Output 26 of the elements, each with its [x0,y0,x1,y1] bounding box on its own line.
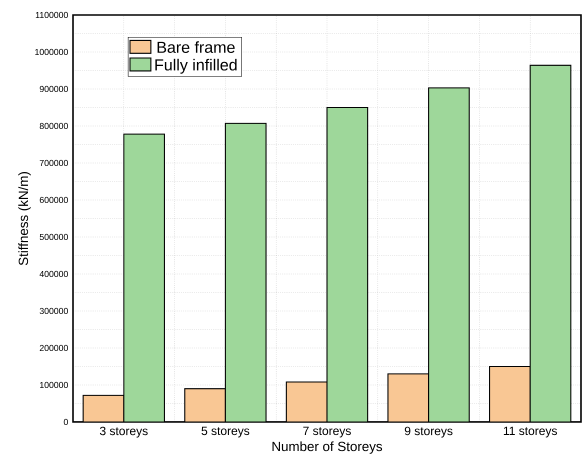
bar [82,394,124,422]
x-tick-label: 3 storeys [100,426,148,438]
x-tick-label: 5 storeys [202,426,250,438]
y-tick-label: 100000 [40,382,68,388]
legend-label: Bare frame [158,41,235,53]
x-tick-label: 7 storeys [303,426,351,438]
bar [184,388,226,422]
legend-label: Fully infilled [155,58,237,74]
y-tick-label: 1000000 [35,48,68,56]
bar [489,366,531,422]
y-axis-title: Stiffness (kN/m) [18,172,31,266]
y-tick-label: 500000 [40,234,68,240]
y-tick-label: 400000 [40,270,68,278]
y-tick-label: 600000 [40,196,68,204]
y-tick-label: 700000 [40,160,68,166]
x-tick-label: 9 storeys [404,426,452,438]
y-tick-label: 1100000 [36,12,68,18]
bar [387,373,430,422]
y-tick-label: 800000 [40,122,68,130]
x-axis-title: Number of Storeys [272,441,382,454]
y-tick-label: 900000 [40,86,68,92]
x-tick-label: 11 storeys [504,426,557,438]
y-tick-label: 200000 [40,344,68,352]
y-tick-label: 300000 [40,308,68,314]
y-tick-label: 0 [64,418,68,426]
bar [286,381,328,422]
